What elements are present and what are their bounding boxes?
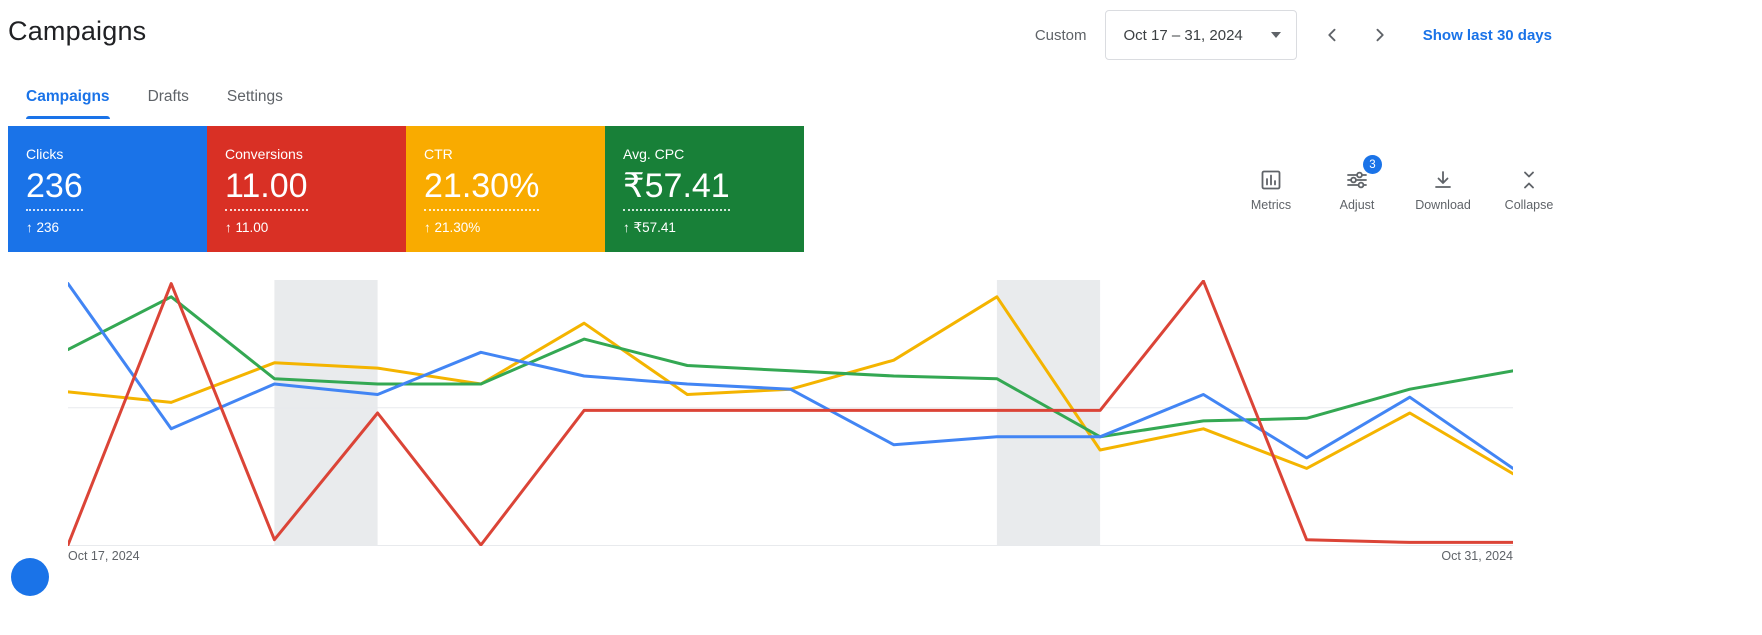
collapse-button[interactable]: Collapse (1498, 168, 1560, 212)
tab-settings[interactable]: Settings (226, 88, 283, 105)
scorecard-label: Conversions (225, 146, 303, 162)
scorecard-label: Clicks (26, 146, 64, 162)
x-axis-start-label: Oct 17, 2024 (68, 549, 140, 563)
chevron-down-icon (1270, 32, 1281, 38)
tool-label: Metrics (1250, 198, 1292, 212)
scorecard-ctr[interactable]: CTR 21.30% ↑ 21.30% (406, 126, 605, 252)
scorecard-delta: ↑ 21.30% (424, 220, 481, 235)
scorecard-label: Avg. CPC (623, 146, 685, 162)
line-chart (68, 280, 1513, 546)
date-range-value: Oct 17 – 31, 2024 (1123, 26, 1243, 44)
collapse-icon (1524, 171, 1534, 189)
date-nav (1315, 18, 1397, 52)
adjust-button[interactable]: 3 Adjust (1326, 155, 1388, 212)
tool-label: Collapse (1504, 198, 1554, 212)
summary-avatar[interactable] (11, 558, 49, 596)
scorecard-value: 11.00 (225, 168, 308, 211)
scorecard-delta: ↑ 11.00 (225, 220, 269, 235)
scorecard-conversions[interactable]: Conversions 11.00 ↑ 11.00 (207, 126, 406, 252)
scorecard-avg-cpc[interactable]: Avg. CPC ₹57.41 ↑ ₹57.41 (605, 126, 804, 252)
scorecard-delta: ↑ ₹57.41 (623, 220, 676, 235)
date-range-picker[interactable]: Oct 17 – 31, 2024 (1104, 10, 1297, 60)
scorecard-label: CTR (424, 146, 453, 162)
scorecard-strip: Clicks 236 ↑ 236 Conversions 11.00 ↑ 11.… (8, 126, 804, 252)
download-icon (1435, 171, 1451, 188)
adjust-sliders-icon (1347, 171, 1367, 189)
metrics-chart-icon (1261, 170, 1281, 190)
date-controls: Custom Oct 17 – 31, 2024 Show last 30 da… (1035, 10, 1552, 60)
x-axis-end-label: Oct 31, 2024 (1441, 549, 1513, 563)
tool-label: Download (1415, 198, 1471, 212)
previous-period-button[interactable] (1315, 18, 1349, 52)
tool-label: Adjust (1339, 198, 1375, 212)
download-button[interactable]: Download (1412, 168, 1474, 212)
scorecard-delta: ↑ 236 (26, 220, 60, 235)
performance-chart[interactable] (68, 280, 1513, 546)
scorecard-value: ₹57.41 (623, 168, 730, 211)
chart-toolbar: Metrics 3 Adjust Download Collap (1240, 155, 1560, 212)
chevron-right-icon (1376, 28, 1384, 42)
date-mode-label: Custom (1034, 26, 1087, 44)
scorecard-value: 21.30% (424, 168, 540, 211)
page-title: Campaigns (8, 16, 147, 46)
metrics-button[interactable]: Metrics (1240, 168, 1302, 212)
tab-drafts[interactable]: Drafts (147, 88, 189, 105)
tab-campaigns[interactable]: Campaigns (26, 88, 110, 119)
adjust-badge: 3 (1363, 155, 1382, 174)
next-period-button[interactable] (1363, 18, 1397, 52)
show-last-30-days-link[interactable]: Show last 30 days (1422, 26, 1552, 44)
scorecard-clicks[interactable]: Clicks 236 ↑ 236 (8, 126, 207, 252)
scorecard-value: 236 (26, 168, 83, 211)
chevron-left-icon (1328, 28, 1336, 42)
campaign-tabs: Campaigns Drafts Settings (26, 88, 283, 119)
